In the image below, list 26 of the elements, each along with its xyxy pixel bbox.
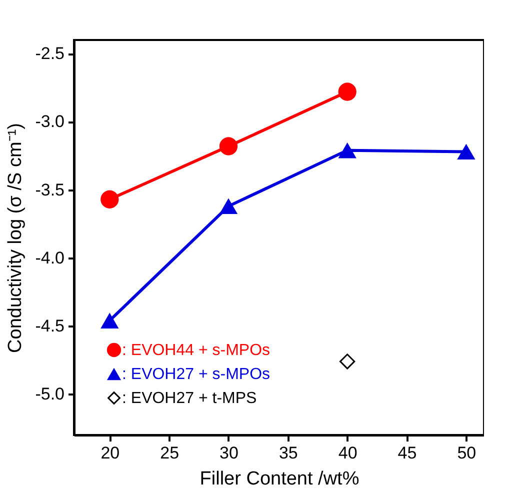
legend-label: : EVOH27 + s-MPOs — [122, 366, 270, 383]
point — [100, 312, 119, 328]
x-tick-label: 35 — [278, 444, 298, 462]
y-tick-label: -3.0 — [35, 112, 64, 132]
x-tick-label: 40 — [338, 444, 358, 462]
x-tick-label: 25 — [160, 444, 180, 462]
x-tick-label: 45 — [398, 444, 417, 462]
y-tick-label: -4.0 — [35, 248, 64, 268]
point — [338, 82, 356, 101]
point — [219, 137, 238, 156]
point — [338, 142, 356, 158]
point — [340, 354, 356, 370]
y-tick-label: -3.5 — [35, 180, 64, 200]
x-axis-title: Filler Content /wt% — [200, 468, 360, 490]
y-tick-label: -4.5 — [35, 316, 64, 336]
x-tick-label: 20 — [100, 444, 120, 462]
point — [457, 144, 476, 160]
y-tick-label: -2.5 — [35, 44, 64, 64]
x-tick-label: 50 — [457, 444, 476, 462]
point — [100, 190, 119, 208]
y-axis-title: Conductivity log (σ /S cm⁻¹) — [5, 123, 26, 353]
legend-label: : EVOH27 + t-MPS — [122, 390, 257, 407]
x-tick-label: 30 — [220, 444, 238, 462]
y-tick-label: -5.0 — [35, 384, 64, 404]
legend-label: : EVOH44 + s-MPOs — [122, 342, 270, 359]
point — [219, 198, 238, 214]
